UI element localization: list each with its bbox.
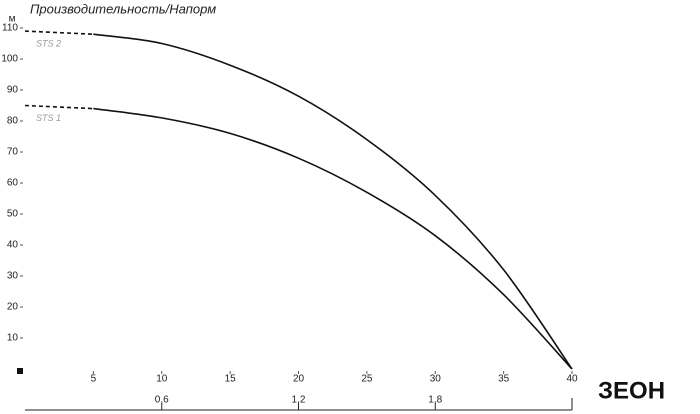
y-unit: м: [9, 14, 16, 25]
x-tick-label: 25: [361, 374, 373, 385]
x-tick-label: 5: [91, 374, 97, 385]
logo: ЗЕОН: [598, 377, 665, 404]
y-tick-label: 70: [7, 147, 19, 158]
x2-tick-label: 0,6: [155, 395, 169, 406]
y-tick-label: 40: [7, 240, 19, 251]
y-tick-label: 50: [7, 209, 19, 220]
y-tick-label: 20: [7, 302, 19, 313]
series-line: [93, 107, 573, 370]
chart-title: Производительность/Напорм: [30, 1, 216, 16]
x-tick-label: 35: [498, 374, 510, 385]
series-line-dashed: [24, 30, 94, 35]
y-tick-label: 30: [7, 271, 19, 282]
x-tick-label: 10: [156, 374, 168, 385]
x2-tick-label: 1,8: [428, 395, 442, 406]
series-line-dashed: [24, 104, 94, 110]
series-line: [93, 33, 573, 370]
y-tick-label: 80: [7, 116, 19, 127]
x-tick-label: 40: [566, 374, 578, 385]
y-tick-label: 100: [1, 54, 18, 65]
x-tick-label: 30: [430, 374, 442, 385]
series-label: STS 2: [36, 38, 61, 48]
x2-tick-label: 1,2: [292, 395, 306, 406]
y-tick-label: 110: [2, 23, 18, 34]
x-tick-label: 20: [293, 374, 305, 385]
origin-marker: [17, 368, 23, 374]
y-tick-label: 10: [7, 333, 19, 344]
x-tick-label: 15: [225, 374, 237, 385]
y-tick-label: 60: [7, 178, 19, 189]
y-tick-label: 90: [7, 85, 19, 96]
series-label: STS 1: [36, 113, 61, 123]
